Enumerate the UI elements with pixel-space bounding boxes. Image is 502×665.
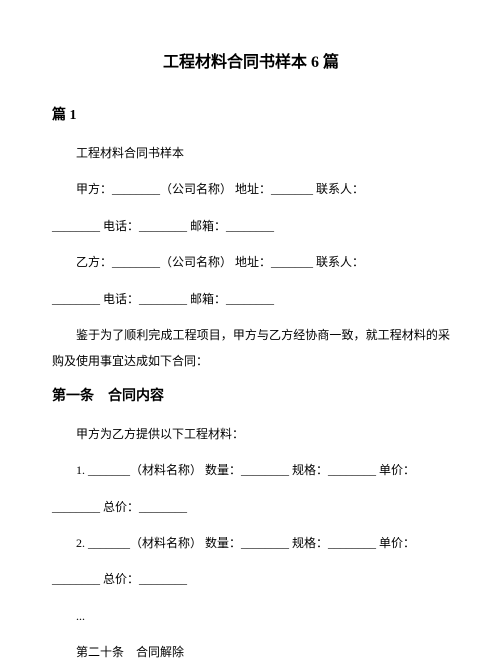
article-20: 第二十条 合同解除 — [52, 639, 450, 665]
ellipsis: ... — [52, 603, 450, 629]
whereas-clause: 鉴于为了顺利完成工程项目，甲方与乙方经协商一致，就工程材料的采购及使用事宜达成如… — [52, 322, 450, 375]
party-b-line1: 乙方：________（公司名称） 地址：_______ 联系人： — [52, 249, 450, 275]
section-header: 篇 1 — [52, 104, 450, 124]
party-a-line2: ________ 电话：________ 邮箱：________ — [52, 213, 450, 239]
material-item-2-line1: 2. _______（材料名称） 数量：________ 规格：________… — [52, 530, 450, 556]
party-b-line2: ________ 电话：________ 邮箱：________ — [52, 286, 450, 312]
intro-line: 工程材料合同书样本 — [52, 140, 450, 166]
party-a-line1: 甲方：________（公司名称） 地址：_______ 联系人： — [52, 176, 450, 202]
material-item-2-line2: ________ 总价：________ — [52, 566, 450, 592]
article-1-intro: 甲方为乙方提供以下工程材料： — [52, 421, 450, 447]
material-item-1-line2: ________ 总价：________ — [52, 494, 450, 520]
article-1-header: 第一条 合同内容 — [52, 385, 450, 405]
document-title: 工程材料合同书样本 6 篇 — [52, 48, 450, 72]
material-item-1-line1: 1. _______（材料名称） 数量：________ 规格：________… — [52, 457, 450, 483]
